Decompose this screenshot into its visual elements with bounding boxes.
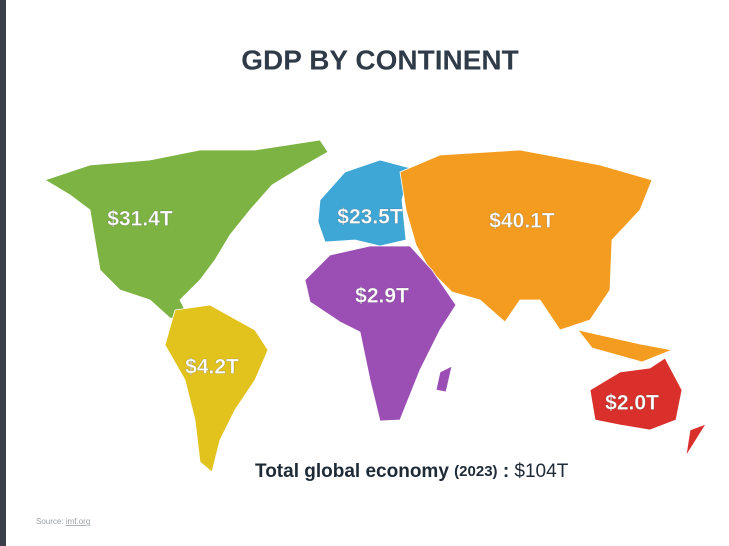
region-label: $2.0T bbox=[605, 392, 659, 415]
africa bbox=[304, 245, 457, 422]
region-label: $4.2T bbox=[185, 356, 239, 379]
total-line: Total global economy (2023) : $104T bbox=[255, 461, 569, 482]
europe bbox=[317, 159, 411, 247]
north-america bbox=[44, 139, 329, 321]
region-label: $2.9T bbox=[355, 285, 409, 308]
source-prefix: Source: bbox=[36, 517, 64, 526]
source-link[interactable]: imf.org bbox=[66, 517, 90, 526]
source: Source: imf.org bbox=[36, 517, 90, 526]
region-label: $31.4T bbox=[107, 208, 173, 231]
total-value: $104T bbox=[514, 461, 568, 482]
total-separator: : bbox=[503, 461, 509, 482]
region-label: $23.5T bbox=[337, 206, 403, 229]
map bbox=[44, 139, 707, 473]
title: GDP BY CONTINENT bbox=[241, 44, 518, 75]
australia bbox=[589, 357, 707, 457]
total-text: Total global economy bbox=[255, 461, 449, 482]
asia bbox=[399, 149, 674, 363]
total-year: (2023) bbox=[454, 463, 497, 480]
region-label: $40.1T bbox=[489, 210, 555, 233]
south-america bbox=[164, 304, 269, 473]
edge-strip bbox=[0, 0, 6, 546]
